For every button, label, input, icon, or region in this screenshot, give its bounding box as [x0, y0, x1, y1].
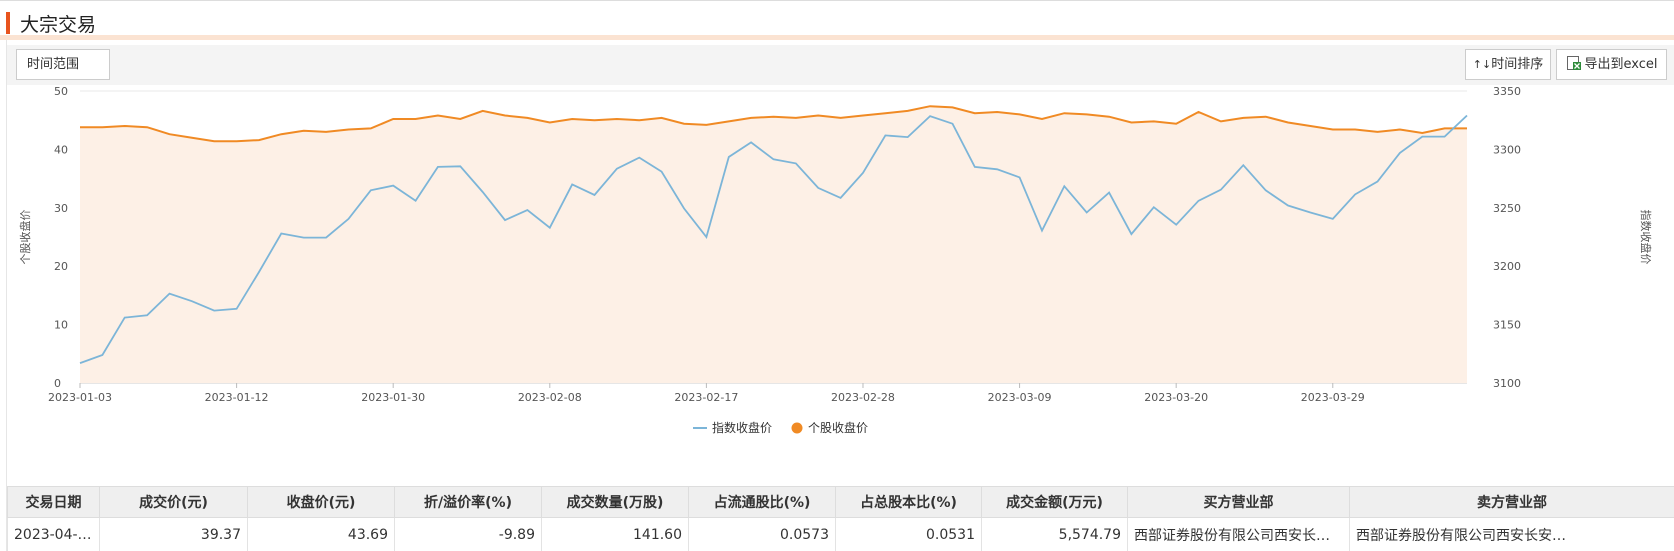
legend-stock-swatch: [791, 422, 803, 434]
cell-trade-price: 39.37: [99, 517, 248, 551]
table-header-row: 交易日期 成交价(元) 收盘价(元) 折/溢价率(%) 成交数量(万股) 占流通…: [7, 486, 1674, 518]
export-excel-button[interactable]: 导出到excel: [1556, 49, 1667, 80]
cell-close-price: 43.69: [247, 517, 395, 551]
block-trade-table: 交易日期 成交价(元) 收盘价(元) 折/溢价率(%) 成交数量(万股) 占流通…: [7, 486, 1674, 551]
col-buyer: 买方营业部: [1127, 486, 1350, 518]
y-right-tick-label: 3350: [1493, 85, 1521, 98]
y-left-tick-label: 50: [54, 85, 68, 98]
y-left-axis-label: 个股收盘价: [18, 210, 32, 265]
excel-icon: [1566, 56, 1581, 70]
col-volume: 成交数量(万股): [541, 486, 689, 518]
y-left-tick-label: 0: [54, 377, 61, 390]
stock-area-fill: [80, 106, 1467, 383]
price-chart: 0 10 20 30 40 50 3100 3150 3200 3250 3300 3350 个股收盘价…: [7, 85, 1674, 485]
x-tick-label: 2023-03-20: [1144, 391, 1208, 404]
y-left-tick-label: 40: [54, 143, 68, 156]
y-right-tick-label: 3300: [1493, 143, 1521, 156]
x-tick-label: 2023-03-29: [1301, 391, 1365, 404]
stock-close-line: [80, 105, 1467, 143]
export-label: 导出到excel: [1584, 57, 1658, 72]
col-seller: 卖方营业部: [1349, 486, 1674, 518]
col-trade-date: 交易日期: [7, 486, 100, 518]
y-left-tick-label: 10: [54, 319, 68, 332]
x-tick-label: 2023-03-09: [988, 391, 1052, 404]
x-tick-label: 2023-01-03: [48, 391, 112, 404]
x-tick-label: 2023-01-30: [361, 391, 425, 404]
cell-total-ratio: 0.0531: [835, 517, 982, 551]
cell-seller: 西部证券股份有限公司西安长安…: [1349, 517, 1674, 551]
cell-trade-date: 2023-04-07: [7, 517, 100, 551]
page-title: 大宗交易: [20, 14, 97, 36]
sort-arrows-icon: ↑↓: [1472, 58, 1492, 71]
time-sort-button[interactable]: ↑↓时间排序: [1465, 49, 1551, 80]
legend-index-label: 指数收盘价: [712, 420, 772, 435]
x-tick-label: 2023-02-28: [831, 391, 895, 404]
time-range-button[interactable]: 时间范围: [16, 49, 110, 80]
cell-amount: 5,574.79: [981, 517, 1128, 551]
title-accent-bar: [6, 12, 10, 34]
x-tick-label: 2023-02-17: [674, 391, 738, 404]
cell-volume: 141.60: [541, 517, 689, 551]
col-total-ratio: 占总股本比(%): [835, 486, 982, 518]
sort-label: 时间排序: [1491, 57, 1544, 72]
y-right-tick-label: 3200: [1493, 260, 1521, 273]
x-tick-label: 2023-02-08: [518, 391, 582, 404]
col-float-ratio: 占流通股比(%): [688, 486, 836, 518]
col-premium-rate: 折/溢价率(%): [394, 486, 542, 518]
col-close-price: 收盘价(元): [247, 486, 395, 518]
cell-buyer: 西部证券股份有限公司西安长安中…: [1127, 517, 1350, 551]
cell-float-ratio: 0.0573: [688, 517, 836, 551]
table-row: 2023-04-07 39.37 43.69 -9.89 141.60 0.05…: [7, 517, 1674, 551]
panel-header: 大宗交易: [0, 0, 1674, 40]
y-left-tick-label: 20: [54, 260, 68, 273]
left-border: [0, 40, 7, 551]
y-right-tick-label: 3150: [1493, 319, 1521, 332]
y-left-tick-label: 30: [54, 202, 68, 215]
toolbar: 时间范围 ↑↓时间排序 导出到excel: [7, 45, 1674, 85]
y-right-tick-label: 3100: [1493, 377, 1521, 390]
col-amount: 成交金额(万元): [981, 486, 1128, 518]
chart-svg: 0 10 20 30 40 50 3100 3150 3200 3250 3300 3350 个股收盘价…: [18, 85, 1653, 435]
y-right-axis-label: 指数收盘价: [1639, 210, 1653, 265]
legend-stock-label: 个股收盘价: [808, 420, 868, 435]
cell-premium-rate: -9.89: [394, 517, 542, 551]
y-right-tick-label: 3250: [1493, 202, 1521, 215]
x-tick-label: 2023-01-12: [205, 391, 269, 404]
index-close-line: [79, 114, 1468, 364]
col-trade-price: 成交价(元): [99, 486, 248, 518]
